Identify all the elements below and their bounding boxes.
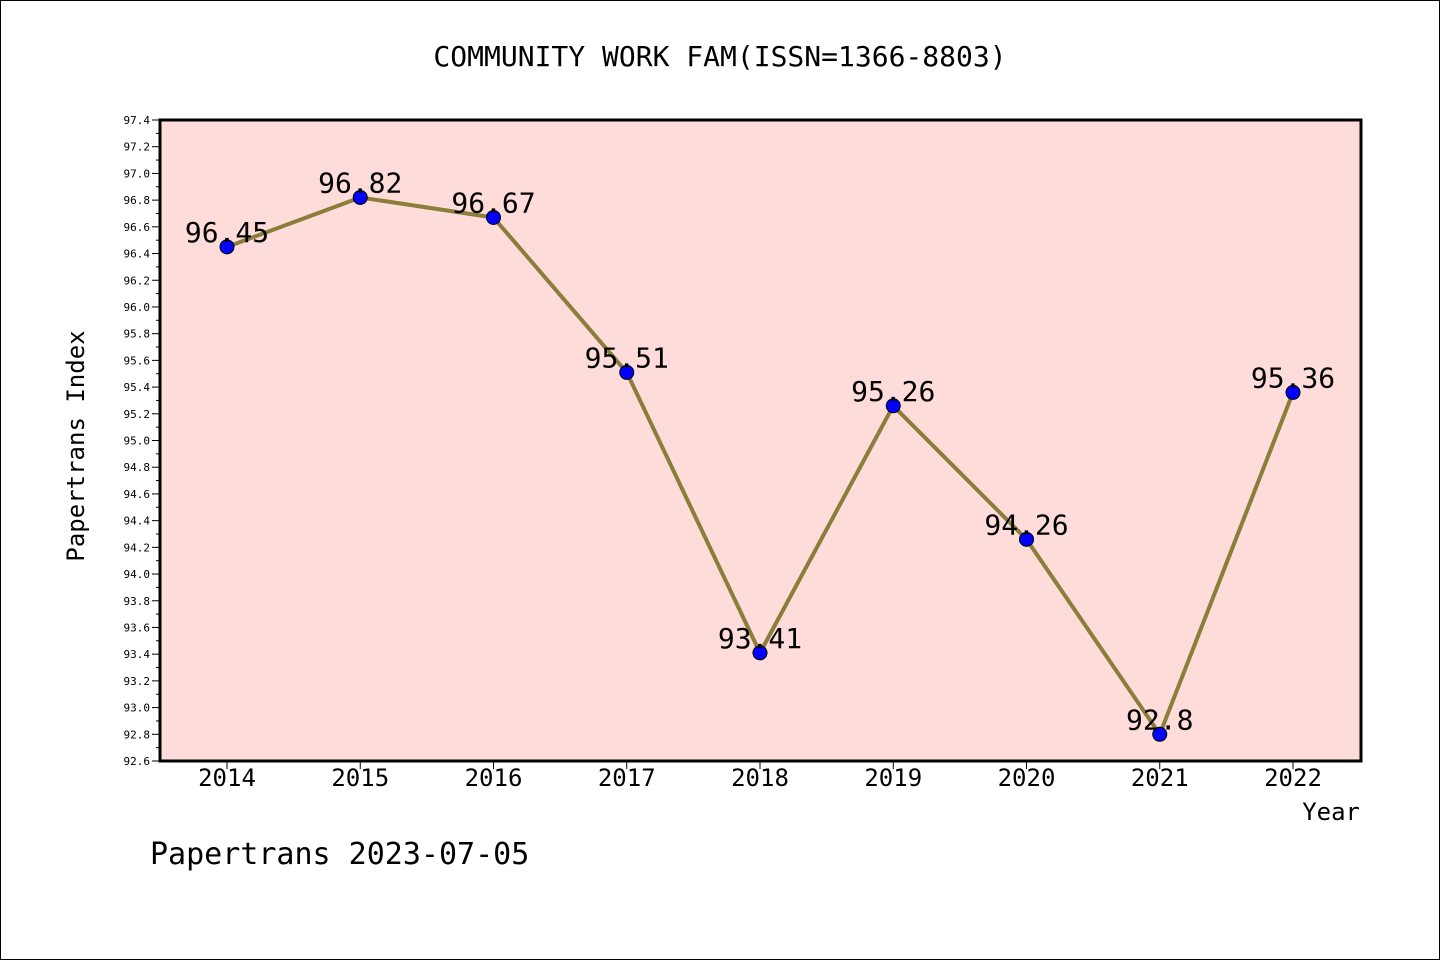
y-tick-label: 96.8 xyxy=(124,194,151,207)
data-point xyxy=(885,398,901,414)
x-axis: 2014 2015 2016 2017 2018 2019 2020 2021 2022 xyxy=(198,761,1322,792)
data-label: 96.45 xyxy=(185,216,269,249)
y-tick-label: 97.0 xyxy=(124,167,151,180)
x-tick-label: 2022 xyxy=(1264,764,1322,792)
x-tick-label: 2014 xyxy=(198,764,256,792)
y-tick-label: 93.0 xyxy=(124,702,151,715)
y-tick-label: 97.4 xyxy=(124,114,151,127)
y-tick-label: 95.0 xyxy=(124,435,151,448)
y-axis: 92.6 92.8 93.0 93.2 93.4 93.6 93.8 94.0 94.2 94.4… xyxy=(124,114,160,768)
data-label: 92.8 xyxy=(1126,703,1193,736)
x-tick-label: 2015 xyxy=(331,764,389,792)
y-tick-label: 95.8 xyxy=(124,328,151,341)
y-tick-label: 94.0 xyxy=(124,568,151,581)
y-tick-label: 92.6 xyxy=(124,755,151,768)
x-tick-label: 2020 xyxy=(998,764,1056,792)
x-axis-label: Year xyxy=(1302,798,1360,826)
data-point xyxy=(352,189,368,205)
plot-area xyxy=(158,118,1363,763)
y-tick-label: 96.0 xyxy=(124,301,151,314)
data-label: 95.36 xyxy=(1251,361,1335,394)
data-label: 93.41 xyxy=(718,622,802,655)
y-tick-label: 92.8 xyxy=(124,728,151,741)
y-tick-label: 94.2 xyxy=(124,541,151,554)
y-tick-label: 94.4 xyxy=(124,515,151,528)
data-label: 94.26 xyxy=(984,508,1068,541)
y-tick-label: 93.4 xyxy=(124,648,151,661)
data-point xyxy=(752,645,768,661)
y-tick-label: 95.6 xyxy=(124,354,151,367)
series-line-group: 96.45 96.82 96.67 95.51 93.41 95.26 94.26 92.8 9… xyxy=(185,166,1335,742)
data-point xyxy=(1152,726,1168,742)
y-tick-label: 93.6 xyxy=(124,621,151,634)
y-tick-label: 96.6 xyxy=(124,221,151,234)
data-point xyxy=(619,364,635,380)
data-point xyxy=(486,209,501,225)
x-tick-label: 2019 xyxy=(864,764,922,792)
x-tick-label: 2017 xyxy=(598,764,656,792)
y-tick-label: 94.6 xyxy=(124,488,151,501)
data-point xyxy=(219,239,235,255)
x-tick-label: 2016 xyxy=(465,764,523,792)
x-tick-label: 2021 xyxy=(1131,764,1189,792)
chart-title: COMMUNITY WORK FAM(ISSN=1366-8803) xyxy=(433,40,1006,73)
data-label: 96.67 xyxy=(451,186,535,219)
watermark-text: Papertrans 2023-07-05 xyxy=(150,837,529,872)
data-label: 95.51 xyxy=(585,341,669,374)
x-tick-label: 2018 xyxy=(731,764,789,792)
data-point xyxy=(1019,531,1034,547)
y-tick-label: 95.4 xyxy=(124,381,151,394)
y-tick-label: 96.2 xyxy=(124,274,151,287)
data-label: 95.26 xyxy=(851,375,935,408)
data-point xyxy=(1285,384,1301,400)
y-tick-label: 94.8 xyxy=(124,461,151,474)
y-tick-label: 95.2 xyxy=(124,408,151,421)
data-label: 96.82 xyxy=(318,166,402,199)
y-tick-label: 93.8 xyxy=(124,595,151,608)
y-axis-label: Papertrans Index xyxy=(62,330,90,561)
y-tick-label: 97.2 xyxy=(124,141,151,154)
y-tick-label: 96.4 xyxy=(124,248,151,261)
y-tick-label: 93.2 xyxy=(124,675,151,688)
